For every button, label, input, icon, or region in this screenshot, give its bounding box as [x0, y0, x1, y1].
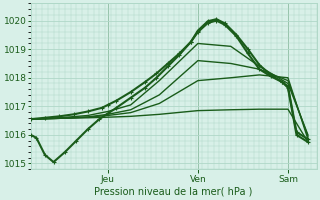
X-axis label: Pression niveau de la mer( hPa ): Pression niveau de la mer( hPa ): [94, 187, 253, 197]
